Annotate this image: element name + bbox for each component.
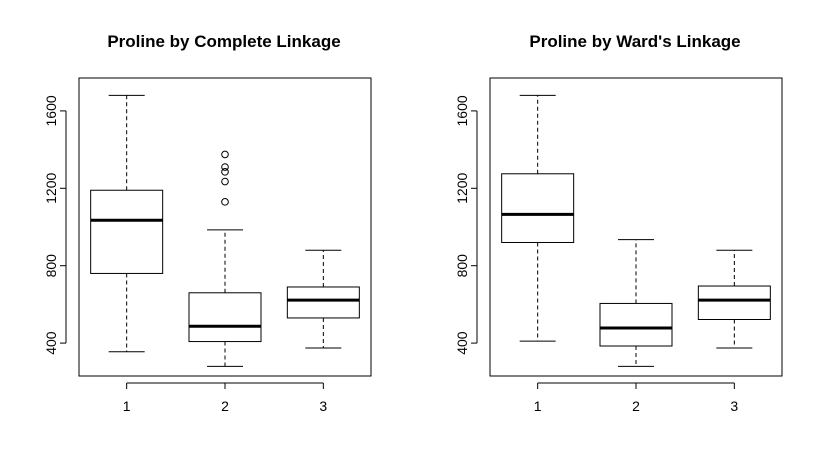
y-tick-label: 1200 bbox=[43, 173, 59, 204]
box-2 bbox=[599, 239, 673, 367]
box-3 bbox=[697, 249, 771, 349]
y-tick-label: 400 bbox=[43, 331, 59, 355]
box-2 bbox=[188, 150, 262, 367]
iqr-box bbox=[90, 189, 164, 274]
outlier-point bbox=[221, 163, 229, 171]
iqr-box bbox=[286, 286, 360, 319]
chart-title: Proline by Ward's Linkage bbox=[529, 32, 740, 51]
x-tick-label: 1 bbox=[534, 398, 542, 414]
y-tick-label: 400 bbox=[454, 331, 470, 355]
outlier-point bbox=[221, 198, 229, 206]
plot-frame bbox=[78, 77, 372, 377]
x-tick-label: 2 bbox=[221, 398, 229, 414]
box-1 bbox=[90, 94, 164, 353]
outlier-point bbox=[221, 177, 229, 186]
chart-title: Proline by Complete Linkage bbox=[107, 32, 340, 51]
box-3 bbox=[286, 249, 360, 349]
outlier-point bbox=[221, 150, 229, 159]
box-1 bbox=[501, 94, 575, 342]
x-tick-label: 3 bbox=[730, 398, 738, 414]
x-tick-label: 2 bbox=[632, 398, 640, 414]
y-tick-label: 1600 bbox=[43, 95, 59, 126]
y-tick-label: 800 bbox=[454, 254, 470, 278]
iqr-box bbox=[599, 302, 673, 347]
y-tick-label: 1600 bbox=[454, 95, 470, 126]
iqr-box bbox=[501, 173, 575, 243]
y-tick-label: 1200 bbox=[454, 173, 470, 204]
outlier-point bbox=[221, 168, 229, 176]
iqr-box bbox=[697, 285, 771, 320]
chart-panel-2: Proline by Ward's Linkage 400 800 1200 1600 1… bbox=[454, 32, 783, 414]
iqr-box bbox=[188, 292, 262, 343]
x-tick-label: 3 bbox=[319, 398, 327, 414]
y-tick-label: 800 bbox=[43, 254, 59, 278]
plot-frame bbox=[489, 77, 783, 377]
x-tick-label: 1 bbox=[123, 398, 131, 414]
chart-panel-1: Proline by Complete Linkage 400 800 1200 160… bbox=[43, 32, 372, 414]
